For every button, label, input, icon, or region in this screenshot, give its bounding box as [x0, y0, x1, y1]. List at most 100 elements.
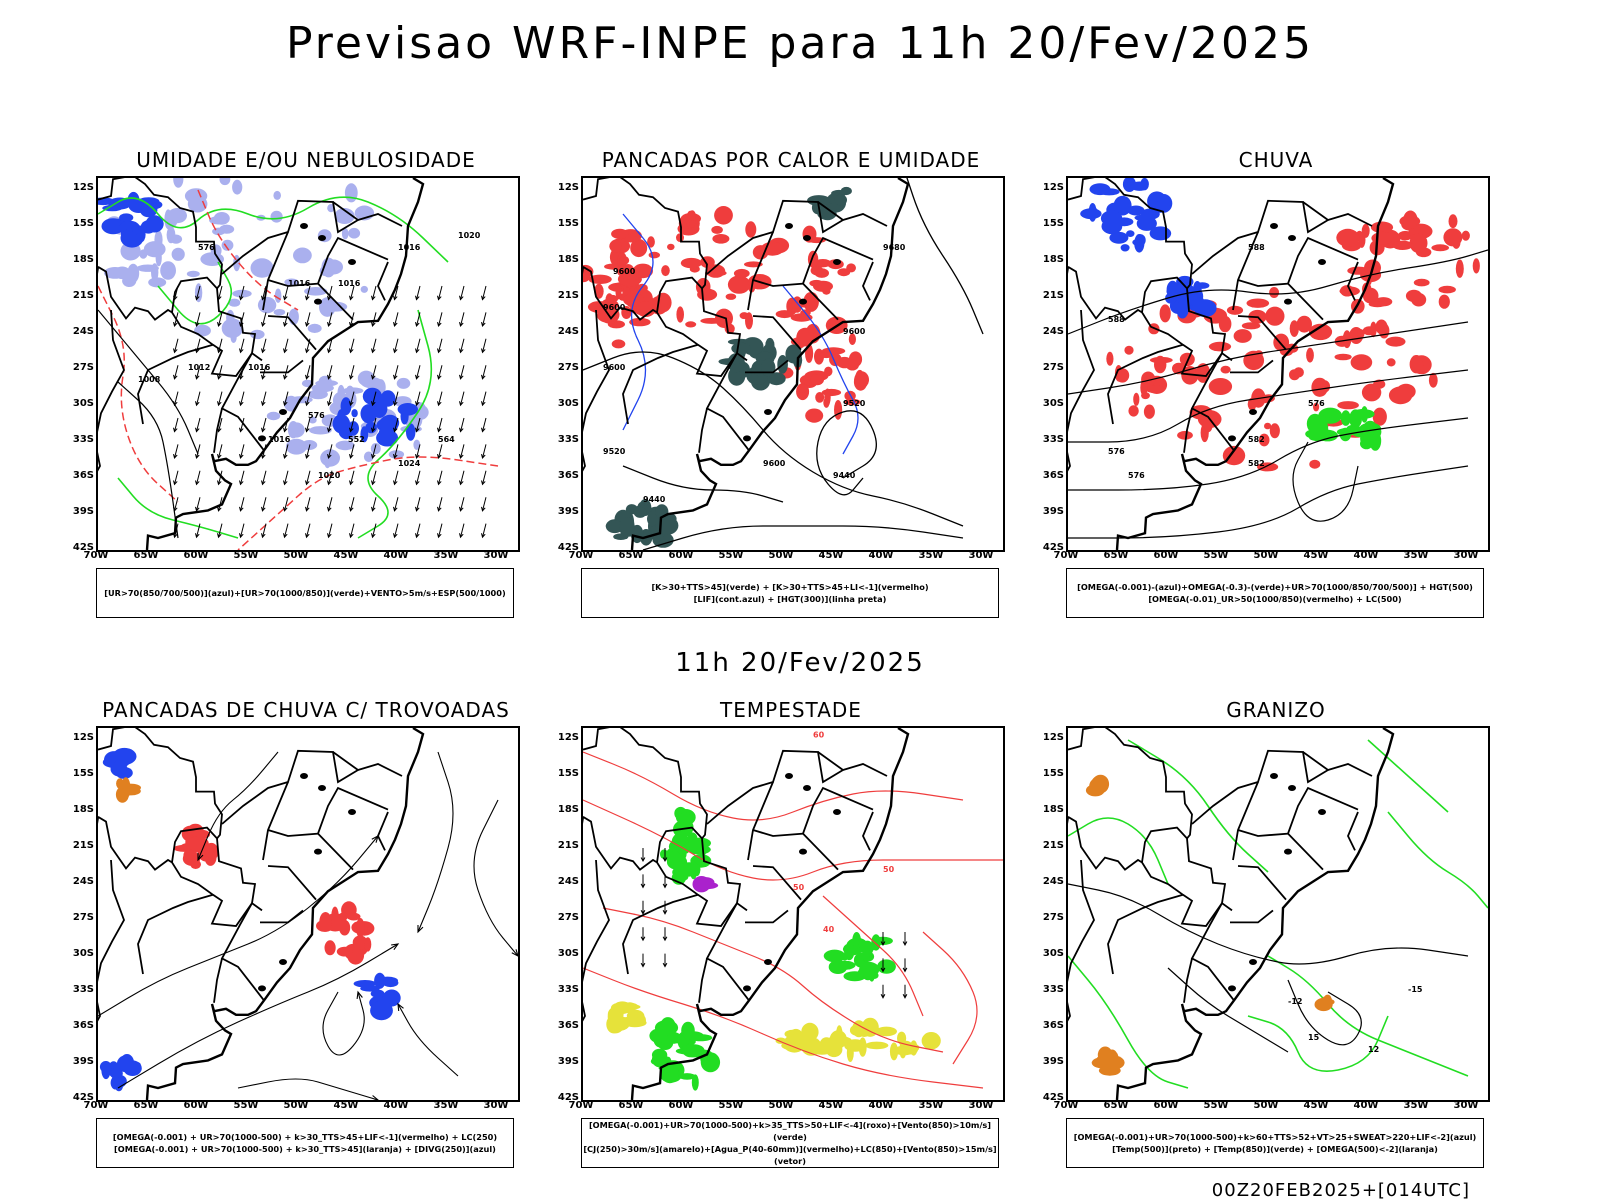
wind-vector-head [902, 967, 908, 973]
jet-yellow-shading [858, 1037, 867, 1057]
lake [279, 959, 287, 965]
map-area[interactable]: 60 50 50 40 [581, 726, 1005, 1102]
wind-vector-head [173, 506, 178, 512]
omega-red-shading [1443, 228, 1463, 247]
humidity-high-shading [98, 197, 115, 206]
kindex-teal-shading [834, 194, 847, 206]
humidity-mid-shading [167, 208, 187, 224]
map-area[interactable]: 588 588 582 576 576 576 582 [1066, 176, 1490, 552]
wind-vector [306, 523, 311, 538]
map-area[interactable]: 1016 1016 1016 1020 1008 1012 1016 1016 1020 1024… [96, 176, 520, 552]
wind-vector [218, 338, 223, 353]
wind-vector-head [880, 994, 886, 999]
lat-tick-label: 42S [72, 542, 94, 553]
contour-line [237, 456, 499, 550]
wind-vector-head [217, 453, 222, 460]
contour-labels: 9680 9600 9600 9600 9600 9520 9520 9440 9600 9440 [603, 243, 906, 504]
contour-line [583, 967, 984, 1089]
lon-tick-label: 70W [1053, 1100, 1079, 1111]
contour-line [1068, 817, 1169, 885]
country-border [1230, 909, 1274, 924]
country-border [706, 749, 844, 825]
lon-tick-label: 35W [433, 1100, 459, 1111]
wind-vector-head [327, 348, 332, 354]
omega-blue-shading [1132, 239, 1143, 246]
wind-vector [394, 338, 399, 353]
wind-vector-head [283, 401, 288, 407]
map-canvas: 9680 9600 9600 9600 9600 9520 9520 9440 9600 9440 [583, 178, 984, 550]
cape-red-shading [809, 279, 824, 287]
wind-vector [372, 391, 377, 406]
wind-vector-head [283, 321, 288, 328]
cape-red-shading [667, 243, 675, 251]
humidity-mid-shading [370, 443, 381, 455]
lat-tick-label: 24S [1042, 876, 1064, 887]
lake [1288, 785, 1296, 791]
humidity-mid-shading [200, 252, 224, 266]
kindex-teal-shading [718, 358, 742, 366]
country-border [1237, 236, 1359, 287]
humidity-mid-shading [284, 278, 299, 286]
jet-yellow-shading [801, 1038, 809, 1045]
wind-vector [218, 365, 223, 379]
country-border [98, 178, 223, 289]
jet-yellow-shading [607, 1009, 621, 1025]
lat-tick-label: 30S [72, 398, 94, 409]
wind850-green-shading [681, 1021, 695, 1039]
lake [279, 409, 287, 415]
contour-label: 1016 [288, 279, 311, 288]
wind-vector [328, 285, 333, 300]
map-area[interactable] [96, 726, 520, 1102]
lat-tick-label: 27S [72, 912, 94, 923]
country-border [1237, 315, 1287, 351]
cape-red-shading [796, 327, 814, 346]
wind850-green-shading [665, 849, 674, 864]
wind-vector [240, 285, 245, 300]
contour-label: 12 [1368, 1045, 1379, 1054]
cape-red-shading [775, 310, 794, 319]
country-border [220, 351, 265, 451]
wind-vector [394, 312, 399, 327]
map-area[interactable]: 9680 9600 9600 9600 9600 9520 9520 9440 9600 9440 [581, 176, 1005, 552]
lat-tick-label: 42S [557, 542, 579, 553]
thunder-red-shading [352, 935, 368, 950]
omega-blue-shading [1127, 205, 1145, 216]
omega-red-shading [1370, 221, 1394, 234]
wind-vector-head [662, 857, 668, 863]
streamline [197, 751, 279, 861]
base-map [583, 178, 910, 550]
country-border [1287, 282, 1324, 321]
lake [300, 223, 308, 229]
cape-red-shading [632, 263, 653, 279]
contour-label: 9440 [643, 495, 666, 504]
humidity-high-shading [397, 403, 418, 416]
wind-vector [438, 365, 443, 379]
humidity-mid-shading [136, 264, 159, 272]
contour-line [922, 931, 978, 1065]
lon-tick-label: 35W [433, 550, 459, 561]
contour-label: 9600 [613, 267, 636, 276]
contour-label: 9440 [833, 471, 856, 480]
country-border [698, 408, 708, 453]
lon-tick-label: 30W [968, 550, 994, 561]
humidity-mid-shading [311, 383, 334, 393]
lon-tick-label: 45W [1303, 1100, 1329, 1111]
wind-vector-head [305, 401, 310, 407]
omega-red-shading [1159, 304, 1171, 323]
lake [1284, 298, 1292, 305]
wind-vector [460, 497, 465, 511]
humidity-mid-shading [187, 195, 208, 213]
wind-vector-head [173, 401, 178, 407]
lon-tick-label: 70W [1053, 550, 1079, 561]
contour-line [1287, 979, 1362, 1046]
wind-vector [438, 523, 443, 538]
cape-red-shading [647, 236, 655, 248]
contour-label: 588 [1108, 315, 1125, 324]
omega-green-shading [1340, 410, 1351, 426]
map-canvas: 1016 1016 1016 1020 1008 1012 1016 1016 1020 1024… [98, 178, 499, 550]
humidity-mid-shading [127, 263, 140, 283]
atlantic-coastline [1115, 728, 1395, 1100]
contour-labels: 60 50 50 40 [793, 731, 895, 934]
map-area[interactable]: -12 -15 12 15 [1066, 726, 1490, 1102]
wind-vector [350, 497, 355, 511]
